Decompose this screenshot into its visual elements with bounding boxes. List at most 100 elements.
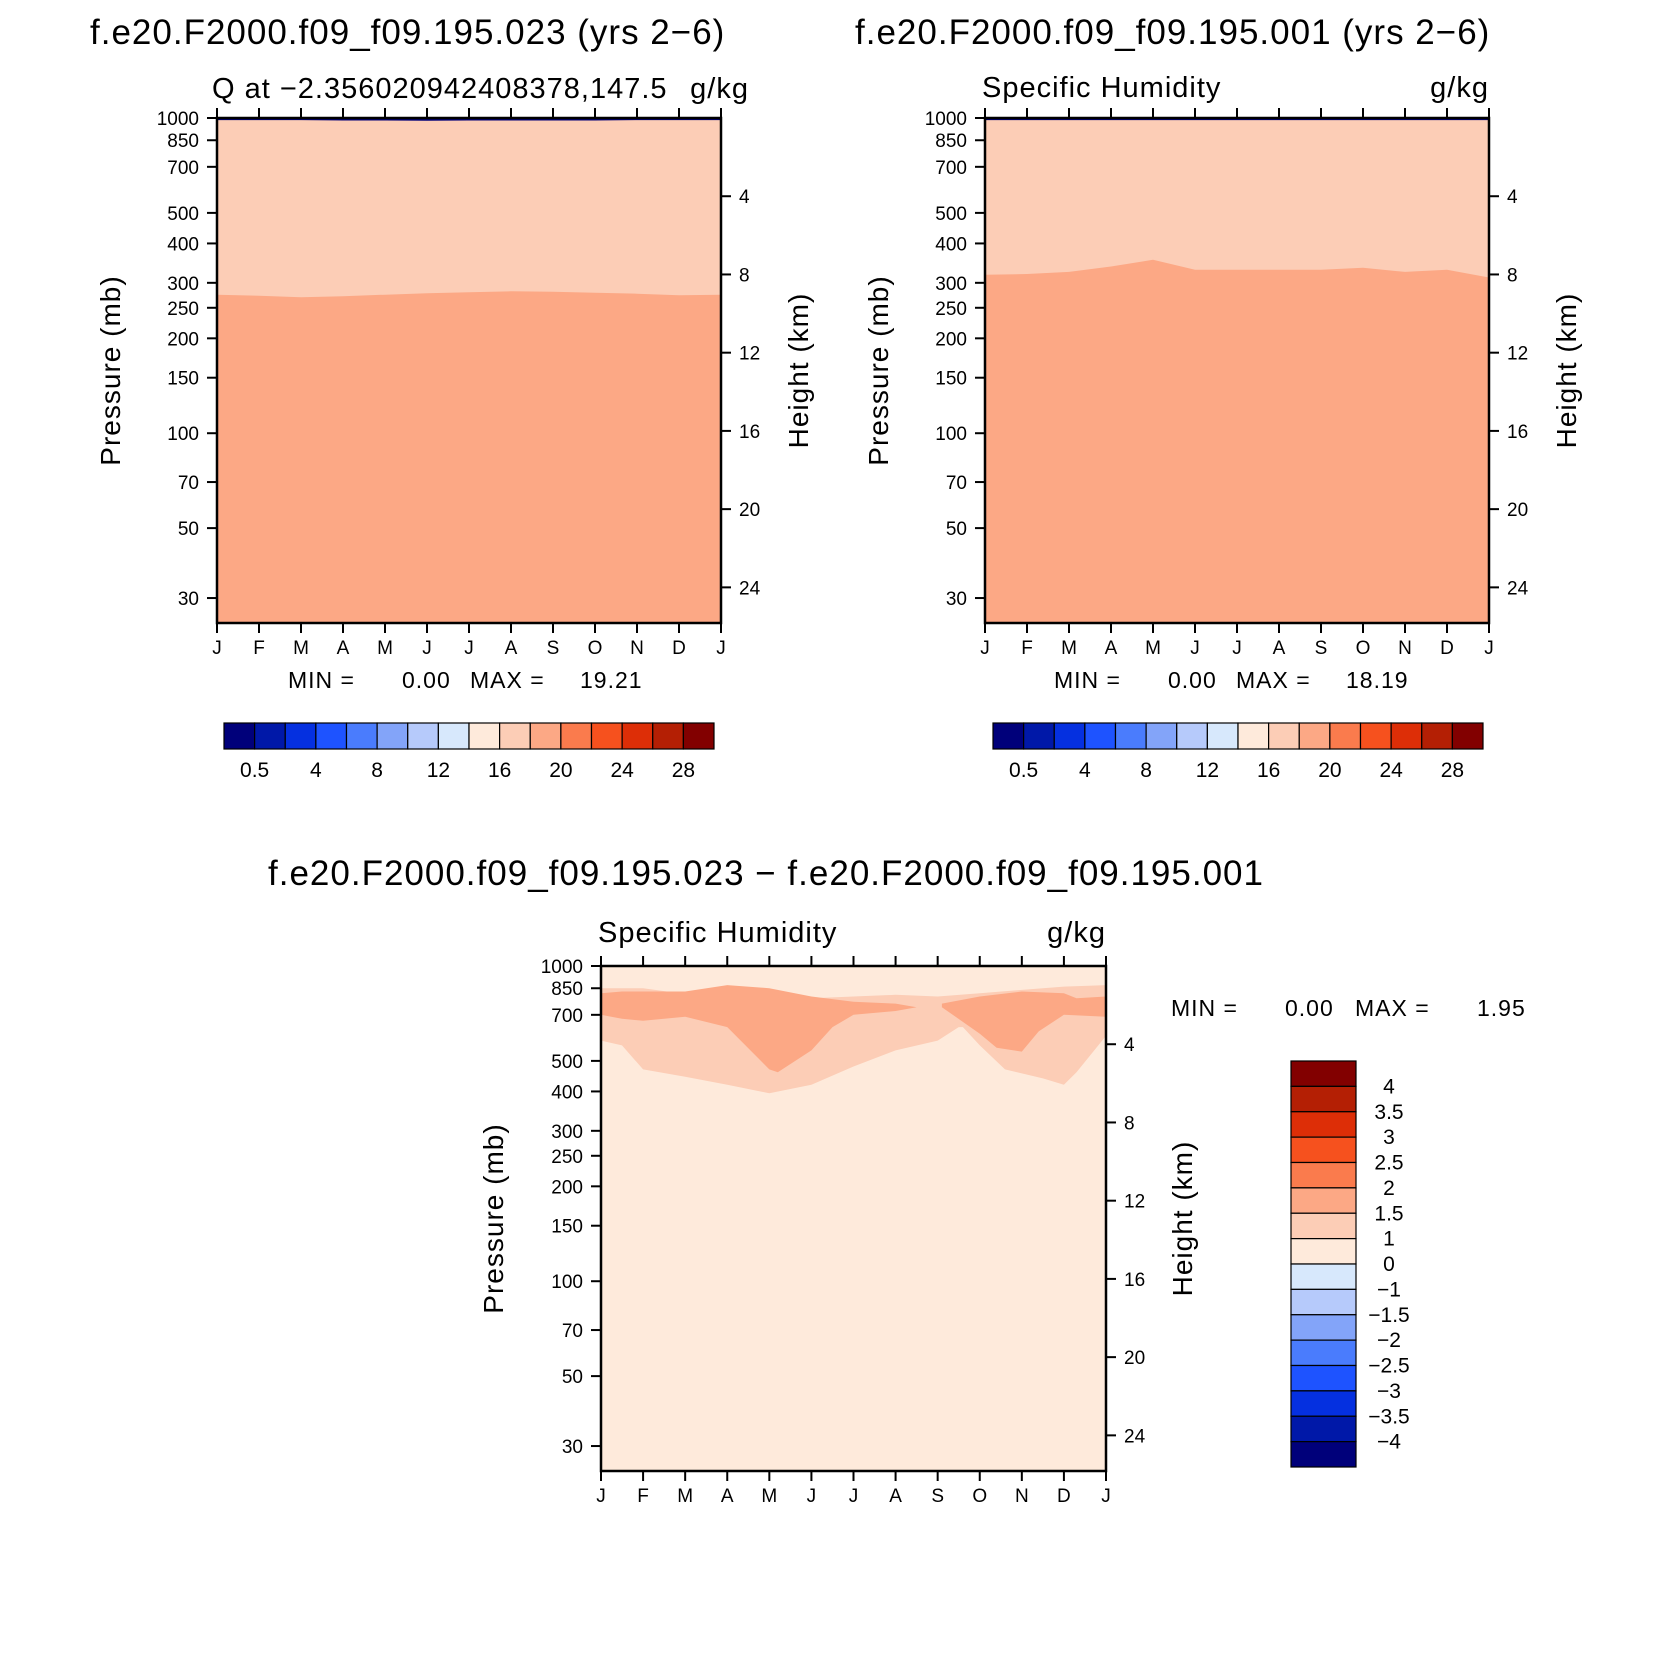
colorbar-swatch [1114,722,1147,750]
colorbar-swatch [223,722,256,750]
x-tick-label: J [464,638,474,659]
height-tick-label: 4 [1507,187,1518,208]
x-tick-label: J [1484,638,1494,659]
colorbar-label: 0.5 [240,759,269,782]
colorbar-swatch [1290,1364,1357,1392]
x-tick-label: O [1356,638,1371,659]
colorbar-swatch [1390,722,1423,750]
colorbar-swatch [1290,1212,1357,1240]
colorbar-label: 0.5 [1009,759,1038,782]
colorbar-swatch [1359,722,1392,750]
colorbar-label: −1 [1377,1278,1401,1301]
panel-left: Q at −2.356020942408378,147.5 g/kg MIN =… [95,73,814,782]
y-tick-label: 1000 [541,957,583,978]
colorbar-swatch [345,722,378,750]
colorbar-swatch [1451,722,1484,750]
panel-left-min-label: MIN = [288,667,355,693]
x-tick-label: D [1440,638,1454,659]
x-tick-label: M [1061,638,1077,659]
colorbar-label: 3 [1383,1126,1395,1149]
contour-band-0.5 [217,291,721,623]
colorbar-swatch [1290,1314,1357,1341]
y-tick-label: 500 [167,204,199,225]
colorbar-label: 4 [310,759,322,782]
y-tick-label: 1000 [925,109,967,130]
height-tick-label: 12 [739,344,760,365]
y-tick-label: 500 [935,204,967,225]
panel-diff: Specific Humidity g/kg MIN = 0.00 MAX = … [478,917,1525,1507]
x-tick-label: A [337,638,350,659]
colorbar-label: 12 [1196,759,1219,782]
height-tick-label: 20 [1124,1348,1145,1369]
colorbar-swatch [1023,722,1055,750]
colorbar-swatch [590,722,623,750]
y-tick-label: 70 [178,473,199,494]
colorbar-label: 8 [1140,759,1152,782]
colorbar-swatch [560,722,593,750]
x-tick-label: F [253,638,265,659]
colorbar-swatch [652,722,684,750]
contour-field [601,966,1106,1471]
y-tick-label: 100 [551,1272,583,1293]
panel-left-min-value: 0.00 [402,667,451,693]
contour-region-1 [601,985,917,1073]
panel-diff-min-label: MIN = [1171,995,1238,1021]
height-tick-label: 24 [1124,1426,1146,1447]
y-tick-label: 30 [946,589,967,610]
title-right: f.e20.F2000.f09_f09.195.001 (yrs 2−6) [855,13,1490,52]
x-tick-label: J [980,638,990,659]
y-axis-label: Pressure (mb) [863,275,894,465]
colorbar-swatch [1290,1136,1357,1164]
x-tick-label: N [630,638,644,659]
colorbar-label: 20 [549,759,572,782]
x-tick-label: D [1057,1486,1071,1507]
y-tick-label: 500 [551,1052,583,1073]
panel-diff-subtitle: Specific Humidity [598,917,837,949]
colorbar-label: 24 [610,759,634,782]
colorbar-label: 12 [427,759,450,782]
y-tick-label: 50 [562,1367,583,1388]
panel-diff-max-label: MAX = [1355,995,1430,1021]
y-tick-label: 700 [551,1006,583,1027]
y-tick-label: 150 [167,369,199,390]
panel-diff-units: g/kg [1047,917,1106,949]
x-tick-label: A [1273,638,1286,659]
colorbar-swatch [1290,1263,1357,1290]
y-tick-label: 300 [935,274,967,295]
y-tick-label: 50 [178,519,199,540]
x-tick-label: J [716,638,726,659]
colorbar-label: 4 [1079,759,1091,782]
colorbar-label: −3.5 [1368,1405,1409,1428]
colorbar-swatch [499,722,531,750]
y-tick-label: 700 [167,158,199,179]
height-tick-label: 16 [1507,422,1528,443]
y-tick-label: 300 [551,1122,583,1143]
colorbar-swatch [284,722,317,750]
height-axis-label: Height (km) [1551,293,1582,449]
y-tick-label: 70 [946,473,967,494]
colorbar-label: 28 [672,759,695,782]
colorbar-swatch [1145,722,1178,750]
panel-right-subtitle: Specific Humidity [982,72,1221,104]
x-tick-label: N [1015,1486,1029,1507]
x-tick-label: J [422,638,432,659]
colorbar-swatch [1290,1415,1357,1443]
colorbar-swatch [1290,1161,1357,1189]
colorbar-swatch [1176,722,1208,750]
colorbar-swatch [1298,722,1331,750]
y-tick-label: 400 [935,234,967,255]
colorbar-label: 24 [1379,759,1403,782]
height-tick-label: 8 [739,265,750,286]
height-tick-label: 24 [739,578,761,599]
y-axis-label: Pressure (mb) [478,1123,509,1313]
height-axis-label: Height (km) [1167,1141,1198,1297]
colorbar-swatch [529,722,562,750]
colorbar-label: 20 [1318,759,1341,782]
x-tick-label: S [547,638,560,659]
y-tick-label: 200 [935,329,967,350]
y-tick-label: 850 [167,131,199,152]
y-axis-label: Pressure (mb) [95,275,126,465]
panel-left-units: g/kg [690,73,749,105]
colorbar-swatch [1206,722,1239,750]
